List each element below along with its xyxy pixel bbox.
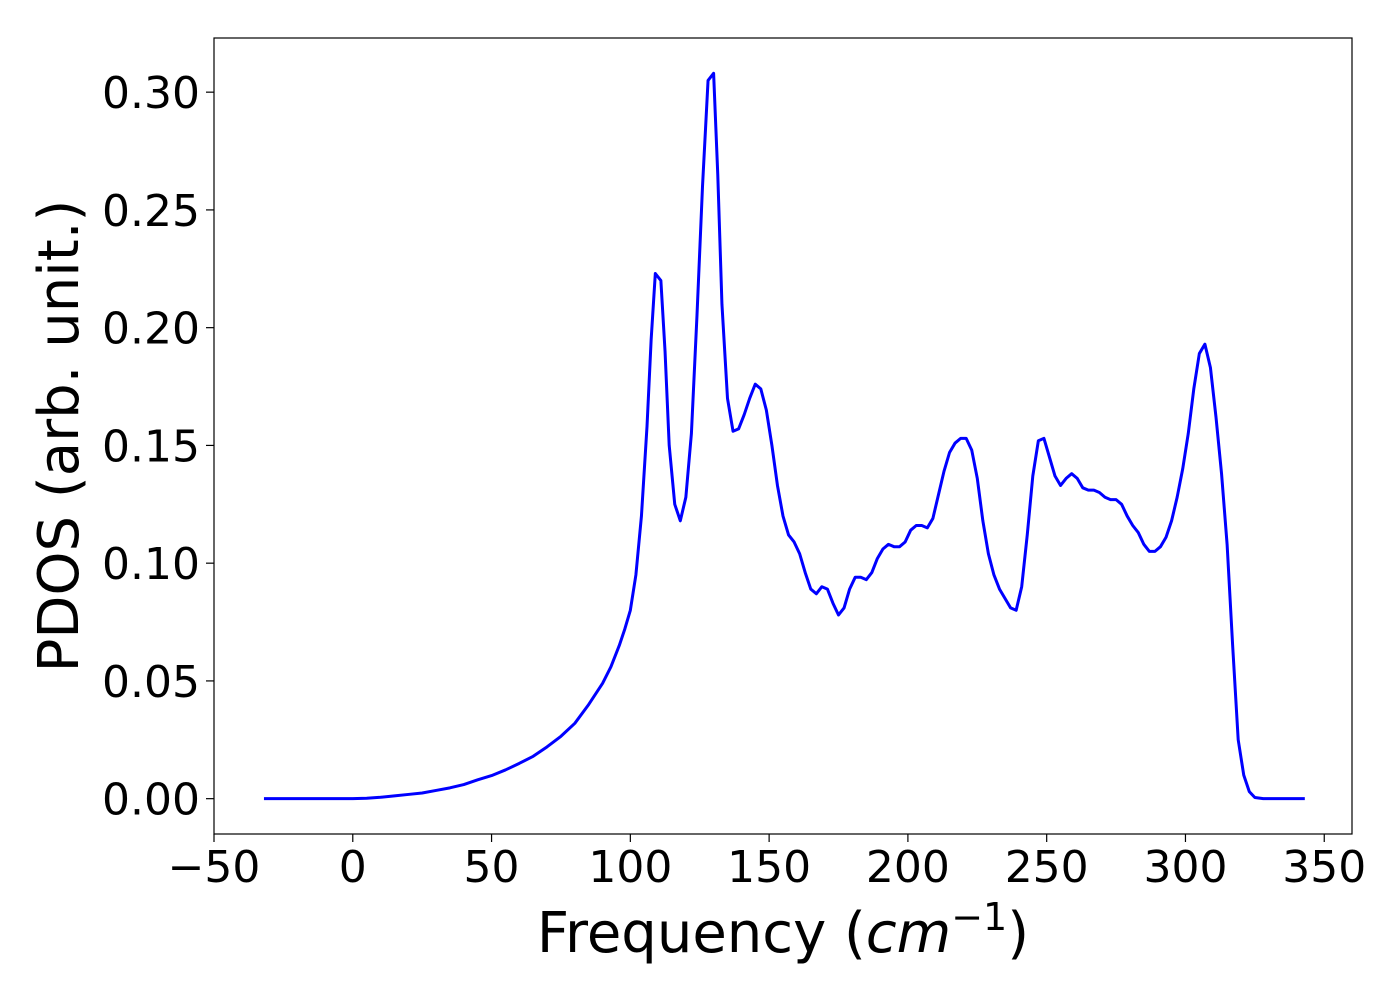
series-line-0 xyxy=(263,71,1305,801)
y-tick-label: 0.05 xyxy=(102,657,200,708)
x-tick-label: 150 xyxy=(727,842,811,893)
x-axis-label-prefix: Frequency ( xyxy=(537,901,866,966)
x-axis-label-sup: −1 xyxy=(951,895,1007,939)
x-tick-label: 100 xyxy=(588,842,672,893)
x-axis-ticks: −50 0 50 100 150 200 250 300 350 xyxy=(168,834,1366,893)
y-axis-label: PDOS (arb. unit.) xyxy=(27,200,92,673)
x-tick-label: 300 xyxy=(1143,842,1227,893)
x-tick-label: −50 xyxy=(168,842,261,893)
y-tick-label: 0.10 xyxy=(102,539,200,590)
y-tick-label: 0.00 xyxy=(102,775,200,826)
x-tick-label: 350 xyxy=(1282,842,1366,893)
series-layer xyxy=(263,71,1305,801)
y-tick-label: 0.30 xyxy=(102,68,200,119)
x-axis-label: Frequency (cm−1) xyxy=(537,895,1029,966)
y-tick-label: 0.20 xyxy=(102,304,200,355)
x-tick-label: 250 xyxy=(1005,842,1089,893)
x-axis-label-var: cm xyxy=(866,901,951,966)
x-tick-label: 50 xyxy=(464,842,520,893)
y-tick-label: 0.15 xyxy=(102,421,200,472)
x-axis-label-suffix: ) xyxy=(1007,901,1029,966)
y-axis-ticks: 0.00 0.05 0.10 0.15 0.20 0.25 0.30 xyxy=(102,68,214,826)
y-tick-label: 0.25 xyxy=(102,186,200,237)
plot-frame xyxy=(213,37,1353,835)
x-tick-label: 200 xyxy=(866,842,950,893)
x-tick-label: 0 xyxy=(339,842,367,893)
